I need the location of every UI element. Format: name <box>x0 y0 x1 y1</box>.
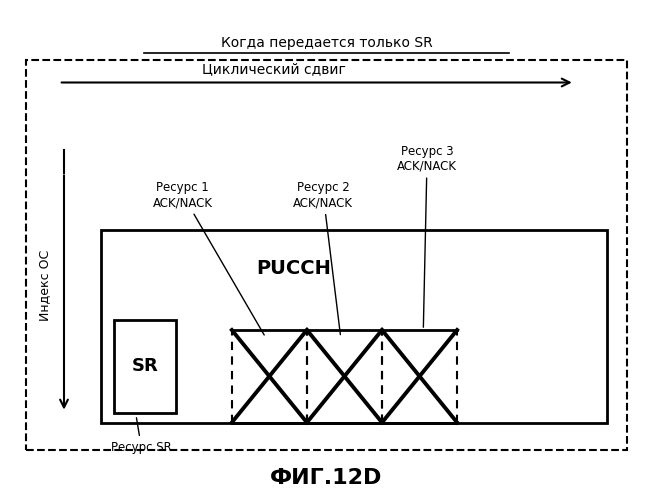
Bar <box>101 230 607 422</box>
Text: ФИГ.12D: ФИГ.12D <box>270 468 383 487</box>
Text: Ресурс 2
ACK/NACK: Ресурс 2 ACK/NACK <box>293 181 353 334</box>
Text: Ресурс SR: Ресурс SR <box>111 418 172 454</box>
Text: Циклический сдвиг: Циклический сдвиг <box>202 62 346 76</box>
Text: Ресурс 3
ACK/NACK: Ресурс 3 ACK/NACK <box>397 144 457 327</box>
Bar <box>26 60 627 450</box>
Text: SR: SR <box>132 357 159 375</box>
Text: Индекс ОС: Индекс ОС <box>38 250 51 320</box>
Bar <box>114 320 176 412</box>
Text: Когда передается только SR: Когда передается только SR <box>221 36 432 50</box>
Text: Ресурс 1
ACK/NACK: Ресурс 1 ACK/NACK <box>153 181 264 335</box>
Text: PUCCH: PUCCH <box>256 259 331 278</box>
